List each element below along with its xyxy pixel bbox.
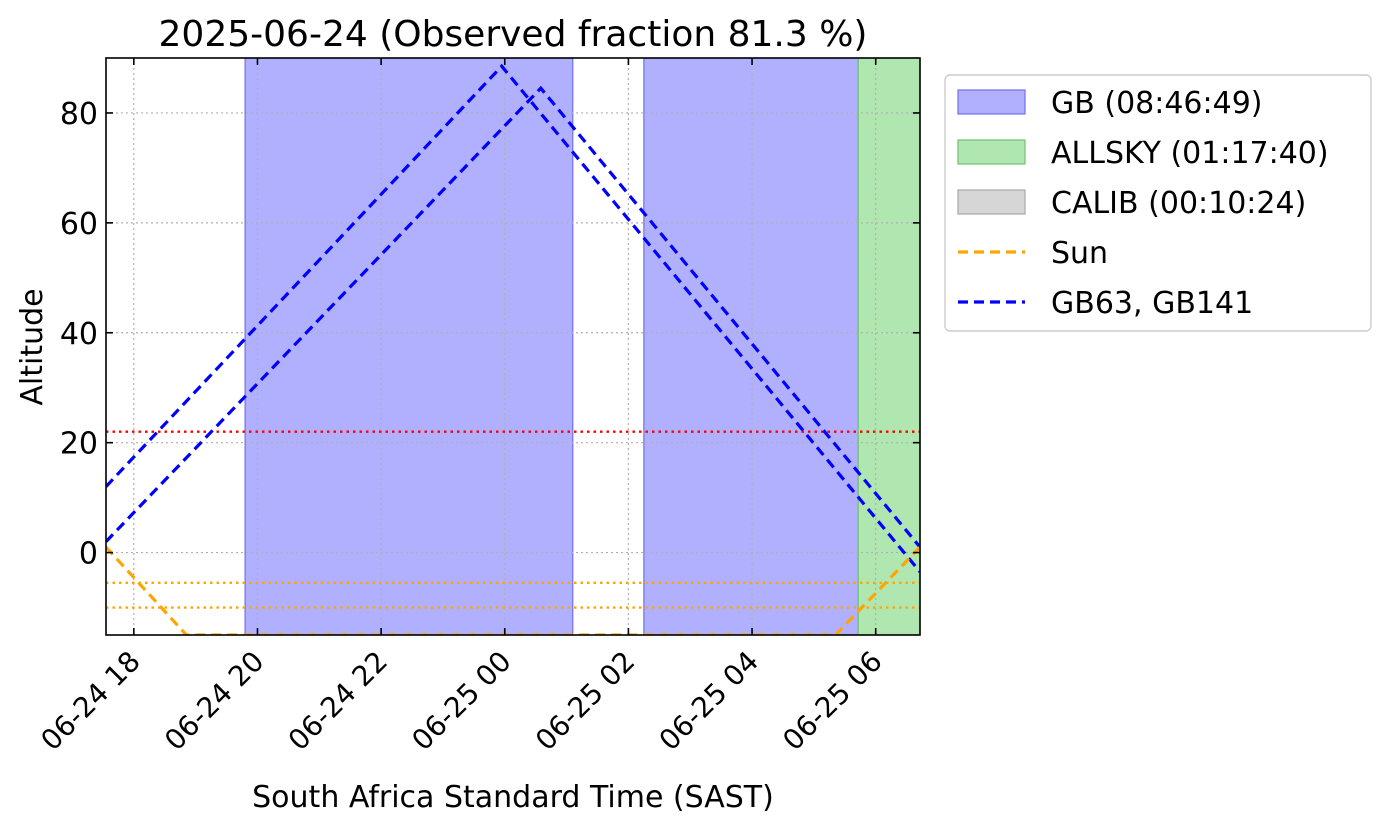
legend-label-calib: CALIB (00:10:24): [1051, 186, 1306, 221]
y-tick-label: 80: [60, 97, 98, 132]
grid-lines: [106, 58, 920, 635]
x-tick-label: 06-25 00: [405, 645, 517, 757]
x-tick-label: 06-24 20: [158, 645, 270, 757]
y-tick-label: 20: [60, 427, 98, 462]
chart-title: 2025-06-24 (Observed fraction 81.3 %): [159, 14, 868, 55]
plot-frame: [105, 57, 921, 636]
y-tick-label: 0: [79, 537, 98, 572]
x-axis-label: South Africa Standard Time (SAST): [252, 780, 774, 815]
legend-swatch-allsky: [957, 139, 1026, 165]
legend-swatch-gb: [957, 89, 1026, 115]
legend-label-gb: GB (08:46:49): [1051, 86, 1263, 121]
legend-label-gb63: GB63, GB141: [1051, 286, 1253, 321]
observation-bands: [244, 58, 920, 635]
band-allsky: [857, 58, 920, 635]
series-gb141-line: [106, 85, 920, 549]
x-tick-label: 06-25 04: [653, 645, 765, 757]
y-tick-label: 60: [60, 207, 98, 242]
x-tick-label: 06-24 18: [34, 645, 146, 757]
y-axis-label: Altitude: [15, 288, 50, 405]
legend-swatch-calib: [957, 189, 1026, 215]
x-tick-label: 06-25 06: [776, 645, 888, 757]
threshold-lines: [106, 430, 920, 609]
y-tick-label: 40: [60, 317, 98, 352]
x-tick-label: 06-24 22: [282, 645, 394, 757]
legend-label-sun: Sun: [1051, 236, 1108, 271]
legend-frame: [944, 74, 1372, 332]
band-gb: [244, 58, 574, 635]
legend-label-allsky: ALLSKY (01:17:40): [1051, 136, 1329, 171]
y-axis-ticks: 0 20 40 60 80: [60, 97, 920, 572]
series-gb63-line: [106, 63, 920, 573]
x-tick-label: 06-25 02: [529, 645, 641, 757]
band-gb: [643, 58, 859, 635]
altitude-series: [106, 63, 920, 635]
legend: GB (08:46:49) ALLSKY (01:17:40) CALIB (00:…: [944, 74, 1372, 332]
